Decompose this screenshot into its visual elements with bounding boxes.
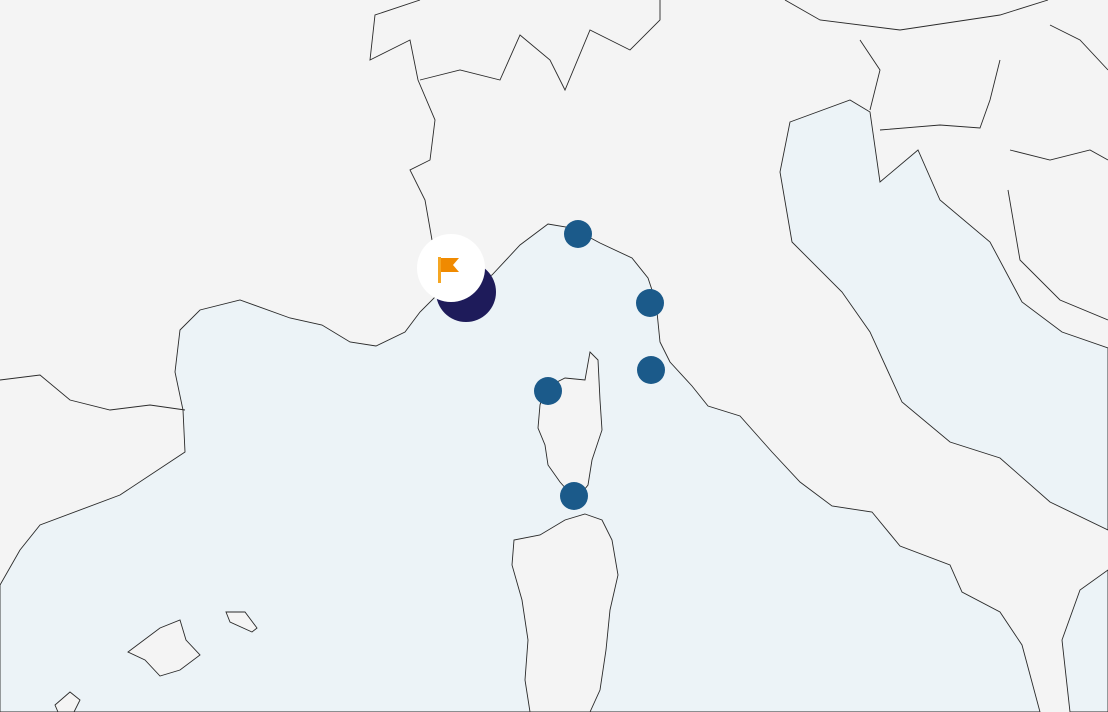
mallorca (127, 619, 201, 677)
border-spain-france (0, 374, 186, 411)
border-alps (419, 0, 661, 92)
port-marker[interactable] (534, 377, 562, 405)
ligurian-tyrrhenian-sea (0, 223, 1041, 712)
flag-icon (438, 257, 459, 283)
port-marker[interactable] (564, 220, 592, 248)
sardinia (511, 513, 619, 712)
adriatic-sea (779, 99, 1108, 531)
ionian-sea (1061, 569, 1108, 712)
port-marker[interactable] (560, 482, 588, 510)
port-marker[interactable] (636, 289, 664, 317)
menorca (225, 611, 258, 633)
border-france-italy (369, 0, 446, 266)
port-marker[interactable] (637, 356, 665, 384)
border-east (784, 0, 1108, 321)
ibiza (54, 691, 81, 712)
